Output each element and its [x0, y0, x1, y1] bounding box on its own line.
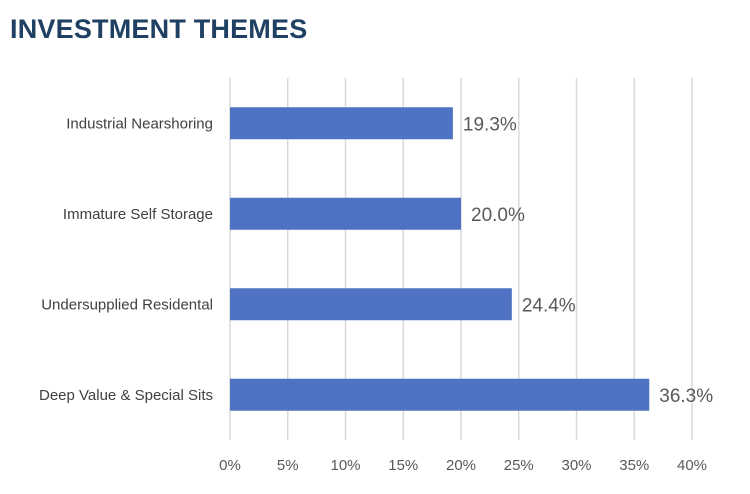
- x-tick-label: 25%: [504, 457, 534, 474]
- x-axis-tick-labels: 0% 5% 10% 15% 20% 25% 30% 35% 40%: [219, 457, 707, 474]
- bar: [230, 197, 461, 230]
- x-tick-label: 0%: [219, 457, 241, 474]
- x-tick-label: 15%: [388, 457, 418, 474]
- bar: [230, 378, 650, 411]
- category-label: Industrial Nearshoring: [66, 115, 213, 132]
- data-label: 24.4%: [522, 295, 576, 316]
- category-label: Undersupplied Residental: [41, 296, 213, 313]
- x-tick-label: 5%: [277, 457, 299, 474]
- category-label: Deep Value & Special Sits: [39, 387, 213, 404]
- data-label: 36.3%: [659, 386, 713, 407]
- x-tick-label: 10%: [330, 457, 360, 474]
- data-labels: 19.3% 20.0% 24.4% 36.3%: [463, 114, 713, 407]
- x-tick-label: 40%: [677, 457, 707, 474]
- category-label: Immature Self Storage: [63, 206, 213, 223]
- x-tick-label: 30%: [561, 457, 591, 474]
- data-label: 20.0%: [471, 205, 525, 226]
- category-labels: Industrial Nearshoring Immature Self Stor…: [39, 115, 213, 404]
- bars: [230, 107, 650, 411]
- bar: [230, 107, 453, 140]
- chart-title: INVESTMENT THEMES: [10, 14, 308, 44]
- bar: [230, 288, 512, 321]
- data-label: 19.3%: [463, 114, 517, 135]
- x-tick-label: 35%: [619, 457, 649, 474]
- x-tick-label: 20%: [446, 457, 476, 474]
